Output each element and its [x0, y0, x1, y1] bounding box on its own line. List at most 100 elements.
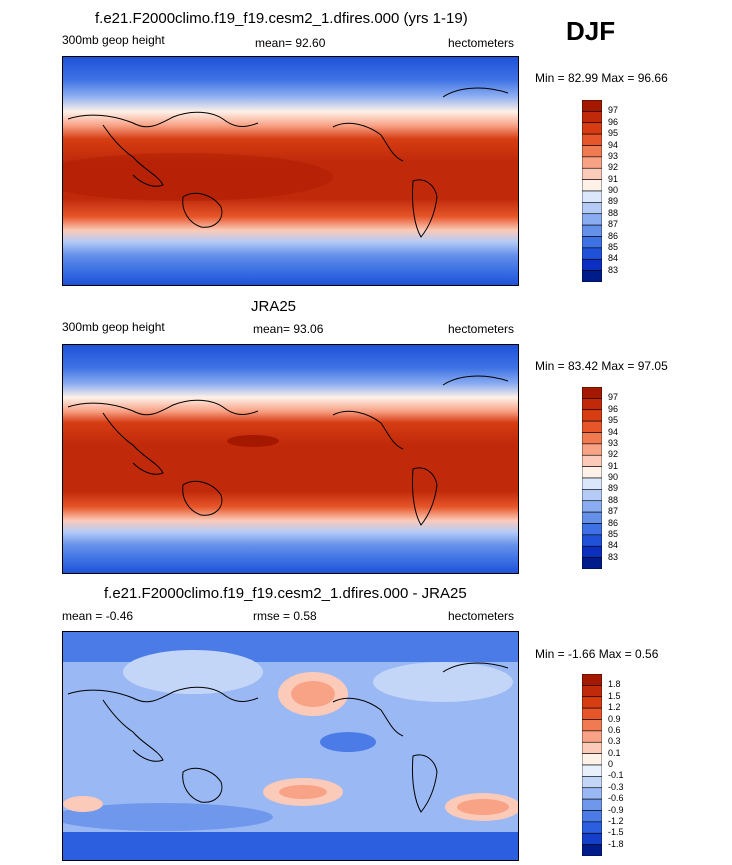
colorbar-tick-label: 0.3 — [608, 736, 621, 747]
colorbar-tick-label: -1.5 — [608, 827, 624, 838]
colorbar-swatch — [582, 753, 602, 766]
colorbar-swatch — [582, 798, 602, 811]
colorbar-tick-label: 95 — [608, 128, 619, 139]
colorbar-swatch — [582, 557, 602, 569]
panel1-map — [62, 56, 519, 286]
colorbar-tick-label: -0.9 — [608, 804, 624, 815]
colorbar-swatch — [582, 500, 602, 513]
colorbar-tick-label: 1.8 — [608, 679, 621, 690]
colorbar-tick-label: 96 — [608, 116, 619, 127]
colorbar-swatch — [582, 387, 602, 399]
panel3-units-label: hectometers — [448, 609, 515, 623]
colorbar-tick-label: 83 — [608, 264, 619, 275]
season-label: DJF — [566, 16, 616, 46]
colorbar-tick-label: 92 — [608, 162, 619, 173]
colorbar-swatch — [582, 190, 602, 203]
colorbar-swatch — [582, 122, 602, 135]
colorbar-swatch — [582, 247, 602, 260]
colorbar-swatch — [582, 213, 602, 226]
colorbar-tick-label: 89 — [608, 483, 619, 494]
colorbar-swatch — [582, 741, 602, 754]
panel1-units-label: hectometers — [448, 36, 515, 50]
colorbar-tick-label: 85 — [608, 528, 619, 539]
colorbar-tick-label: 97 — [608, 105, 619, 116]
panel2-minmax: Min = 83.42 Max = 97.05 — [535, 359, 668, 373]
colorbar-tick-label: 94 — [608, 426, 619, 437]
colorbar-tick-label: -1.8 — [608, 838, 624, 849]
panel3-minmax: Min = -1.66 Max = 0.56 — [535, 647, 659, 661]
panel2-map — [62, 344, 519, 574]
colorbar-swatch — [582, 832, 602, 845]
panel2-title: JRA25 — [251, 298, 297, 315]
colorbar-swatch — [582, 432, 602, 445]
panel3-colorbar — [582, 674, 602, 856]
colorbar-tick-label: 94 — [608, 139, 619, 150]
colorbar-swatch — [582, 167, 602, 180]
colorbar-tick-label: 95 — [608, 415, 619, 426]
colorbar-swatch — [582, 696, 602, 709]
colorbar-tick-label: -0.1 — [608, 770, 624, 781]
panel3-mean-label: mean = -0.46 — [62, 609, 134, 623]
colorbar-tick-label: -0.6 — [608, 793, 624, 804]
colorbar-swatch — [582, 156, 602, 169]
colorbar-tick-label: 88 — [608, 207, 619, 218]
colorbar-tick-label: -0.3 — [608, 781, 624, 792]
colorbar-swatch — [582, 398, 602, 411]
colorbar-tick-label: 83 — [608, 551, 619, 562]
colorbar-tick-label: 0.9 — [608, 713, 621, 724]
colorbar-swatch — [582, 111, 602, 124]
colorbar-tick-label: -1.2 — [608, 815, 624, 826]
colorbar-swatch — [582, 844, 602, 856]
colorbar-swatch — [582, 764, 602, 777]
colorbar-tick-label: 85 — [608, 241, 619, 252]
panel1-minmax: Min = 82.99 Max = 96.66 — [535, 71, 668, 85]
panel3-coastlines — [67, 662, 509, 813]
colorbar-tick-label: 1.5 — [608, 690, 621, 701]
colorbar-swatch — [582, 454, 602, 467]
colorbar-tick-label: 93 — [608, 437, 619, 448]
panel1-title: f.e21.F2000climo.f19_f19.cesm2_1.dfires.… — [95, 10, 468, 27]
colorbar-swatch — [582, 489, 602, 502]
colorbar-tick-label: 90 — [608, 185, 619, 195]
panel2-left-label: 300mb geop height — [62, 320, 165, 334]
panel1-coastlines — [67, 87, 509, 238]
colorbar-tick-label: 0.1 — [608, 747, 621, 758]
colorbar-tick-label: 90 — [608, 472, 619, 482]
colorbar-tick-label: 88 — [608, 494, 619, 505]
panel2-coastlines — [67, 375, 509, 526]
colorbar-tick-label: 89 — [608, 196, 619, 207]
colorbar-tick-label: 91 — [608, 460, 619, 471]
panel3-title: f.e21.F2000climo.f19_f19.cesm2_1.dfires.… — [104, 585, 467, 602]
colorbar-tick-label: 96 — [608, 403, 619, 414]
colorbar-swatch — [582, 258, 602, 271]
colorbar-swatch — [582, 236, 602, 249]
colorbar-swatch — [582, 685, 602, 698]
panel1-mean-label: mean= 92.60 — [255, 36, 326, 50]
colorbar-swatch — [582, 545, 602, 558]
colorbar-swatch — [582, 133, 602, 146]
panel2-colorbar — [582, 387, 602, 569]
colorbar-tick-label: 0 — [608, 759, 614, 769]
colorbar-tick-label: 1.2 — [608, 702, 621, 713]
colorbar-swatch — [582, 821, 602, 834]
colorbar-swatch — [582, 674, 602, 686]
colorbar-swatch — [582, 707, 602, 720]
panel3-map — [62, 631, 519, 861]
colorbar-swatch — [582, 534, 602, 547]
colorbar-tick-label: 93 — [608, 150, 619, 161]
colorbar-tick-label: 91 — [608, 173, 619, 184]
colorbar-swatch — [582, 719, 602, 732]
colorbar-swatch — [582, 523, 602, 536]
colorbar-tick-label: 0.6 — [608, 724, 621, 735]
colorbar-tick-label: 86 — [608, 230, 619, 241]
colorbar-tick-label: 97 — [608, 392, 619, 403]
colorbar-swatch — [582, 224, 602, 237]
colorbar-swatch — [582, 466, 602, 479]
colorbar-swatch — [582, 443, 602, 456]
colorbar-swatch — [582, 202, 602, 215]
colorbar-swatch — [582, 409, 602, 422]
colorbar-swatch — [582, 145, 602, 158]
colorbar-swatch — [582, 730, 602, 743]
colorbar-swatch — [582, 477, 602, 490]
colorbar-swatch — [582, 810, 602, 823]
